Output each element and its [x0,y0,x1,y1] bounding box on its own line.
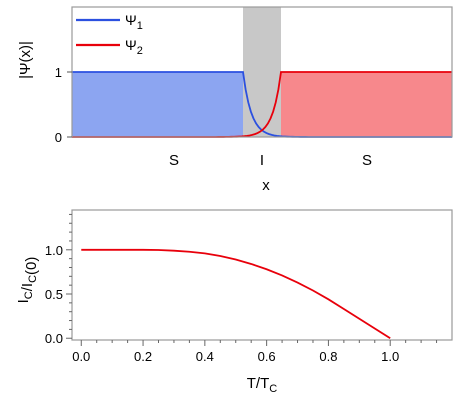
top-legend: Ψ1 Ψ2 [76,12,143,57]
legend-label-psi1: Ψ1 [125,12,143,32]
critical-current-curve [81,248,391,339]
top-x-axis-label: x [262,177,270,194]
legend-label-psi2: Ψ2 [125,37,143,57]
top-y-tick-label-1: 1 [55,65,62,80]
y-tick-label-2: 1.0 [45,243,63,258]
x-tick-label-0: 0.0 [72,349,90,364]
bottom-y-axis-label: IC/IC(0) [15,257,40,304]
insulating-barrier [243,7,281,137]
top-axes: 01 [55,65,72,145]
top-fills [72,72,452,137]
region-label-s-right: S [362,152,372,169]
region-label-s-left: S [169,152,179,169]
top-panel: 01 Ψ1 Ψ2 |Ψ(x)| x S I S [17,6,453,194]
x-tick-label-2: 0.4 [196,349,214,364]
bottom-plot-frame [71,209,453,341]
x-tick-label-4: 0.8 [319,349,337,364]
region-label-i: I [260,152,264,169]
fill-psi2 [281,72,452,137]
bottom-x-axis-label: T/TC [247,375,278,395]
x-tick-label-5: 1.0 [381,349,399,364]
fill-psi1 [72,72,243,137]
bottom-panel: 0.0 0.2 0.4 0.6 0.8 1.0 0.0 0.5 1.0 T/TC IC/IC(0… [15,209,453,395]
bottom-axes: 0.0 0.2 0.4 0.6 0.8 1.0 0.0 0.5 1.0 [45,213,438,364]
x-tick-label-1: 0.2 [134,349,152,364]
top-y-axis-label: |Ψ(x)| [17,41,34,79]
top-y-tick-label-0: 0 [55,130,62,145]
y-tick-label-1: 0.5 [45,287,63,302]
y-tick-label-0: 0.0 [45,331,63,346]
x-tick-label-3: 0.6 [258,349,276,364]
